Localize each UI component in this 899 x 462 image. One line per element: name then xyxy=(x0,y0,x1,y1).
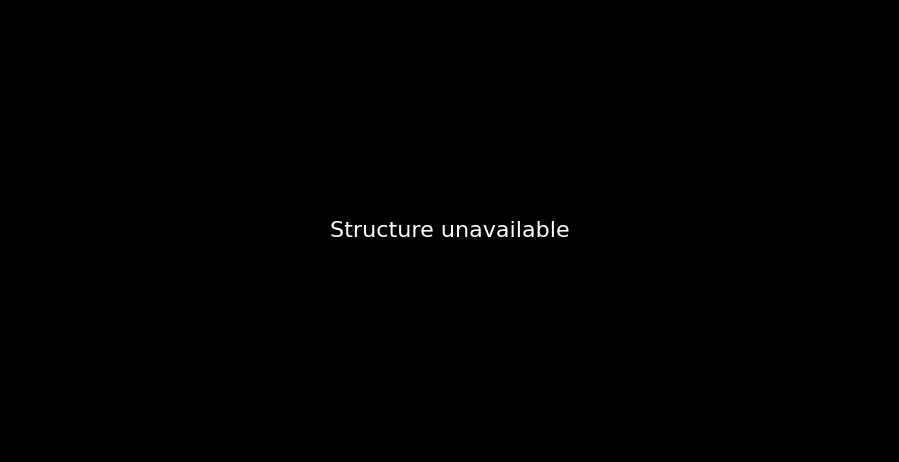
Text: Structure unavailable: Structure unavailable xyxy=(330,221,570,241)
